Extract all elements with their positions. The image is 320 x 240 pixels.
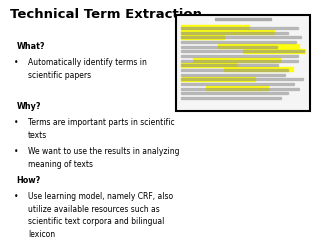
Bar: [181, 88, 300, 90]
Bar: [181, 63, 236, 67]
Bar: [181, 74, 285, 76]
Text: utilize available resources such as: utilize available resources such as: [28, 205, 160, 214]
Bar: [181, 55, 298, 57]
Bar: [181, 25, 249, 29]
Text: Technical Term Extraction: Technical Term Extraction: [10, 8, 202, 21]
Text: Use learning model, namely CRF, also: Use learning model, namely CRF, also: [28, 192, 173, 201]
Bar: [181, 46, 277, 48]
Bar: [181, 69, 288, 71]
Text: •: •: [13, 118, 18, 127]
Bar: [193, 58, 280, 62]
Bar: [215, 18, 271, 20]
Bar: [243, 49, 305, 53]
Bar: [181, 36, 300, 38]
Bar: [181, 27, 298, 29]
Text: Terms are important parts in scientific: Terms are important parts in scientific: [28, 118, 174, 127]
Bar: [181, 77, 255, 81]
Bar: [181, 60, 298, 62]
Text: meaning of texts: meaning of texts: [28, 160, 93, 169]
Bar: [181, 97, 281, 99]
Bar: [181, 35, 224, 39]
Bar: [181, 41, 296, 43]
Text: •: •: [13, 192, 18, 201]
Text: •: •: [13, 147, 18, 156]
Bar: [181, 30, 274, 34]
Bar: [218, 44, 299, 48]
Text: Automatically identify terms in: Automatically identify terms in: [28, 58, 147, 67]
Text: scientific papers: scientific papers: [28, 71, 91, 80]
Text: scientific text corpora and bilingual: scientific text corpora and bilingual: [28, 217, 164, 226]
Text: Why?: Why?: [17, 102, 41, 111]
Bar: [205, 86, 268, 90]
Bar: [181, 50, 304, 52]
Text: •: •: [13, 58, 18, 67]
Text: lexicon: lexicon: [28, 230, 55, 239]
Text: What?: What?: [17, 42, 45, 51]
Bar: [181, 64, 278, 66]
Text: texts: texts: [28, 131, 47, 140]
Bar: [181, 32, 288, 34]
Text: We want to use the results in analyzing: We want to use the results in analyzing: [28, 147, 179, 156]
Bar: [176, 15, 310, 111]
Bar: [181, 83, 294, 85]
Bar: [181, 92, 288, 94]
Bar: [224, 67, 292, 71]
Bar: [181, 78, 303, 80]
Text: How?: How?: [17, 176, 41, 185]
